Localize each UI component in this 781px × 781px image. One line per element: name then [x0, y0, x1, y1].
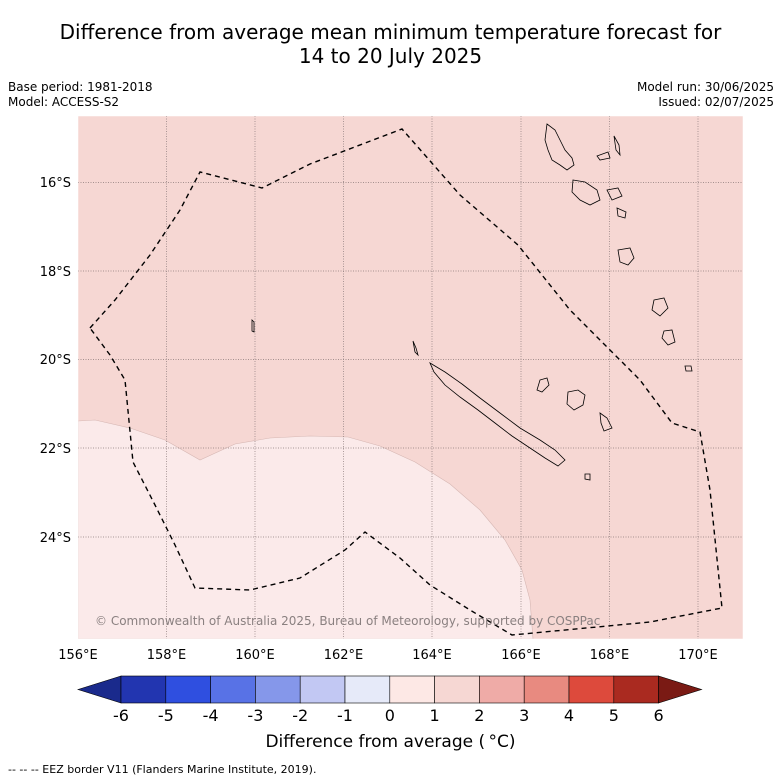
colorbar-swatch [434, 675, 480, 704]
colorbar-swatch [299, 675, 346, 704]
map-area [78, 116, 743, 639]
colorbar-swatch [120, 675, 167, 704]
colorbar-swatch [210, 675, 256, 704]
base-period: Base period: 1981-2018 [8, 80, 153, 94]
lon-tick-labels: 156°E 158°E 160°E 162°E 164°E 166°E 168°… [58, 648, 718, 663]
colorbar-swatch [344, 675, 391, 704]
coastlines [251, 123, 693, 481]
colorbar: -6 -5 -4 -3 -2 -1 0 1 2 3 4 5 6 [76, 675, 703, 725]
lon-tick: 156°E [58, 648, 98, 663]
colorbar-tick: -2 [292, 706, 308, 725]
colorbar-tick: 4 [564, 706, 574, 725]
copyright-notice: © Commonwealth of Australia 2025, Bureau… [95, 614, 601, 628]
title-line-1: Difference from average mean minimum tem… [59, 20, 722, 44]
map-frame [77, 115, 744, 640]
lat-tick-labels: 16°S 18°S 20°S 22°S 24°S [40, 176, 71, 546]
eez-border [89, 128, 723, 636]
colorbar-tick: 0 [385, 706, 395, 725]
eez-footnote: -- -- -- EEZ border V11 (Flanders Marine… [8, 763, 317, 776]
model-run: Model run: 30/06/2025 [636, 80, 774, 94]
model-name: Model: ACCESS-S2 [8, 95, 120, 109]
colorbar-tick: -5 [158, 706, 174, 725]
colorbar-swatch [479, 675, 525, 704]
map-title: Difference from average mean minimum tem… [0, 20, 781, 68]
colorbar-extension-low [76, 675, 122, 704]
colorbar-extension-high [658, 675, 703, 704]
lon-tick: 164°E [412, 648, 452, 663]
title-line-2: 14 to 20 July 2025 [298, 44, 483, 68]
colorbar-label: Difference from average ( °C) [265, 732, 516, 752]
lon-tick: 170°E [678, 648, 718, 663]
colorbar-tick: 3 [519, 706, 529, 725]
lon-tick: 166°E [501, 648, 541, 663]
lat-tick: 22°S [40, 442, 71, 457]
lon-tick: 158°E [147, 648, 187, 663]
colorbar-tick: -6 [113, 706, 129, 725]
colorbar-tick: 6 [654, 706, 664, 725]
colorbar-tick: -1 [337, 706, 353, 725]
lat-tick: 16°S [40, 176, 71, 191]
colorbar-swatch [389, 675, 435, 704]
meta-left: Base period: 1981-2018 Model: ACCESS-S2 [8, 80, 153, 110]
lat-tick: 24°S [40, 531, 71, 546]
colorbar-swatch [568, 675, 615, 704]
lat-tick: 20°S [40, 353, 71, 368]
anomaly-region-0-to-1 [78, 419, 534, 639]
issued-date: Issued: 02/07/2025 [658, 95, 774, 109]
colorbar-tick: -3 [247, 706, 263, 725]
colorbar-tick: -4 [203, 706, 219, 725]
colorbar-swatch [613, 675, 659, 704]
colorbar-swatch [165, 675, 211, 704]
colorbar-swatch [523, 675, 570, 704]
lon-tick: 162°E [324, 648, 364, 663]
lon-tick: 168°E [590, 648, 630, 663]
colorbar-swatch [255, 675, 301, 704]
colorbar-tick: 5 [609, 706, 619, 725]
lon-tick: 160°E [235, 648, 275, 663]
gridlines [78, 116, 743, 639]
colorbar-tick: 1 [430, 706, 440, 725]
colorbar-tick: 2 [474, 706, 484, 725]
meta-right: Model run: 30/06/2025 Issued: 02/07/2025 [637, 80, 774, 110]
lat-tick: 18°S [40, 265, 71, 280]
